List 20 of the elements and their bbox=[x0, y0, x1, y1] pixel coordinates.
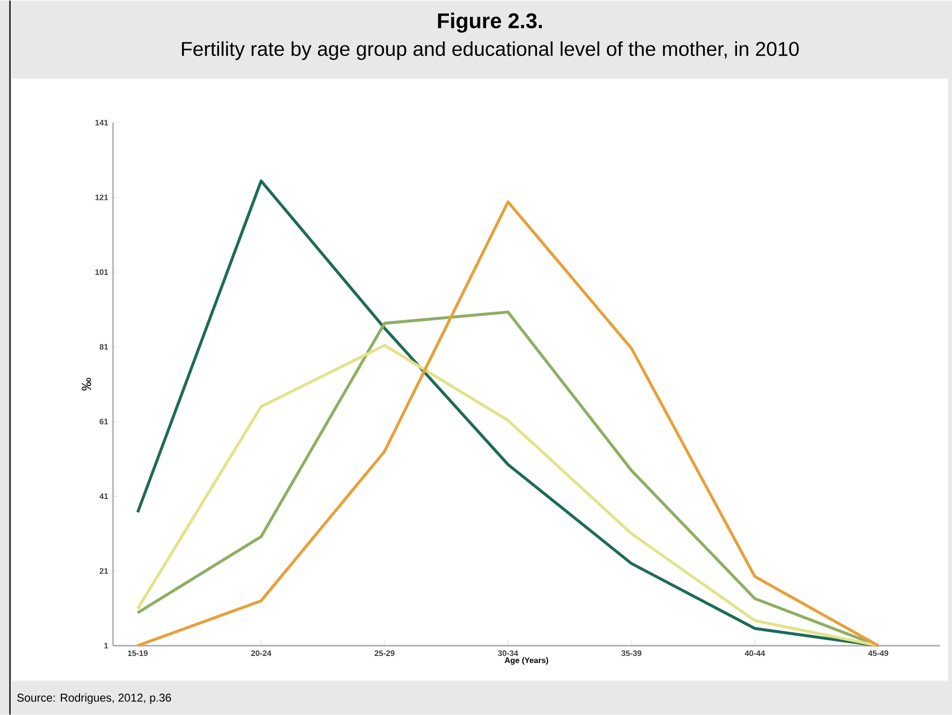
x-tick-label: 25-29 bbox=[374, 650, 394, 656]
y-tick-label: 21 bbox=[100, 568, 108, 574]
y-tick-label: 101 bbox=[95, 269, 108, 275]
y-tick-label: 61 bbox=[100, 418, 108, 424]
y-tick-label: 81 bbox=[100, 344, 108, 350]
x-tick-label: 20-24 bbox=[251, 650, 272, 656]
chart-title: Figure 2.3. bbox=[438, 12, 542, 32]
y-tick-label: 141 bbox=[95, 120, 108, 126]
y-axis-title: ‰ bbox=[82, 378, 92, 390]
x-axis-title: Age (Years) bbox=[504, 657, 548, 665]
x-tick-label: 15-19 bbox=[128, 650, 148, 656]
x-tick-label: 45-49 bbox=[868, 650, 888, 656]
source-note: Source: Rodrigues, 2012, p.36 bbox=[17, 693, 171, 704]
x-tick-label: 30-34 bbox=[498, 650, 518, 656]
y-tick-label: 121 bbox=[95, 194, 108, 200]
y-tick-label: 1 bbox=[104, 642, 108, 648]
y-tick-label: 41 bbox=[100, 493, 108, 499]
x-tick-label: 40-44 bbox=[744, 650, 766, 656]
x-tick-label: 35-39 bbox=[621, 650, 642, 656]
chart-subtitle: Fertility rate by age group and educational level of the mother, in 2010 bbox=[182, 41, 799, 60]
